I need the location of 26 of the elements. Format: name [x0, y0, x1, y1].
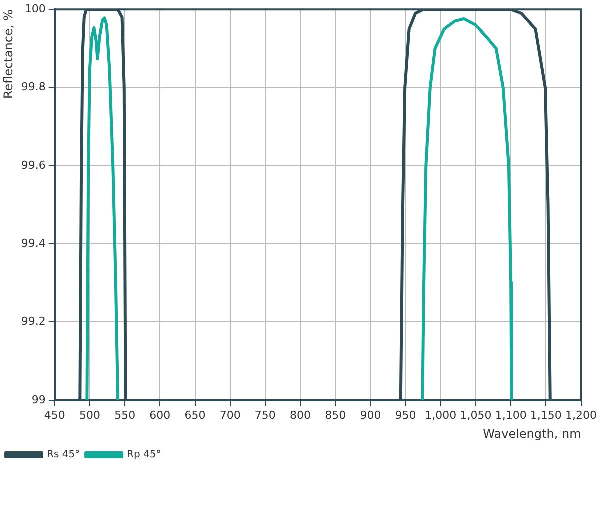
x-tick-label: 750 — [254, 408, 276, 422]
x-tick-label: 1,150 — [530, 408, 562, 422]
x-tick-label: 650 — [184, 408, 206, 422]
x-tick-label: 1,100 — [495, 408, 527, 422]
x-tick-label: 700 — [220, 408, 241, 422]
y-axis-title: Reflectance, % — [1, 10, 16, 100]
legend-label: Rs 45° — [47, 450, 80, 461]
x-tick-label: 550 — [114, 408, 136, 422]
x-tick-label: 900 — [360, 408, 382, 422]
y-tick-label: 99.4 — [21, 236, 46, 250]
x-axis-title: Wavelength, nm — [483, 426, 582, 441]
x-tick-label: 1,000 — [425, 408, 457, 422]
y-tick-label: 100 — [24, 2, 46, 16]
x-tick-label: 1,200 — [566, 408, 598, 422]
x-tick-label: 850 — [325, 408, 346, 422]
x-tick-label: 450 — [44, 408, 66, 422]
y-tick-label: 99.2 — [21, 315, 46, 328]
y-tick-label: 99.8 — [21, 80, 46, 94]
x-tick-label: 1,050 — [460, 408, 492, 422]
x-tick-label: 500 — [79, 408, 100, 422]
y-tick-label: 99 — [32, 393, 46, 406]
x-tick-label: 800 — [290, 408, 312, 422]
x-tick-label: 950 — [395, 408, 416, 422]
y-tick-label: 99.6 — [21, 158, 46, 172]
x-tick-label: 600 — [150, 408, 171, 422]
legend-label: Rp 45° — [127, 450, 162, 461]
